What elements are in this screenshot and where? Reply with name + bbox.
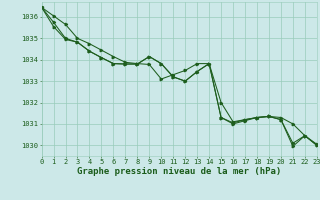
X-axis label: Graphe pression niveau de la mer (hPa): Graphe pression niveau de la mer (hPa) — [77, 167, 281, 176]
